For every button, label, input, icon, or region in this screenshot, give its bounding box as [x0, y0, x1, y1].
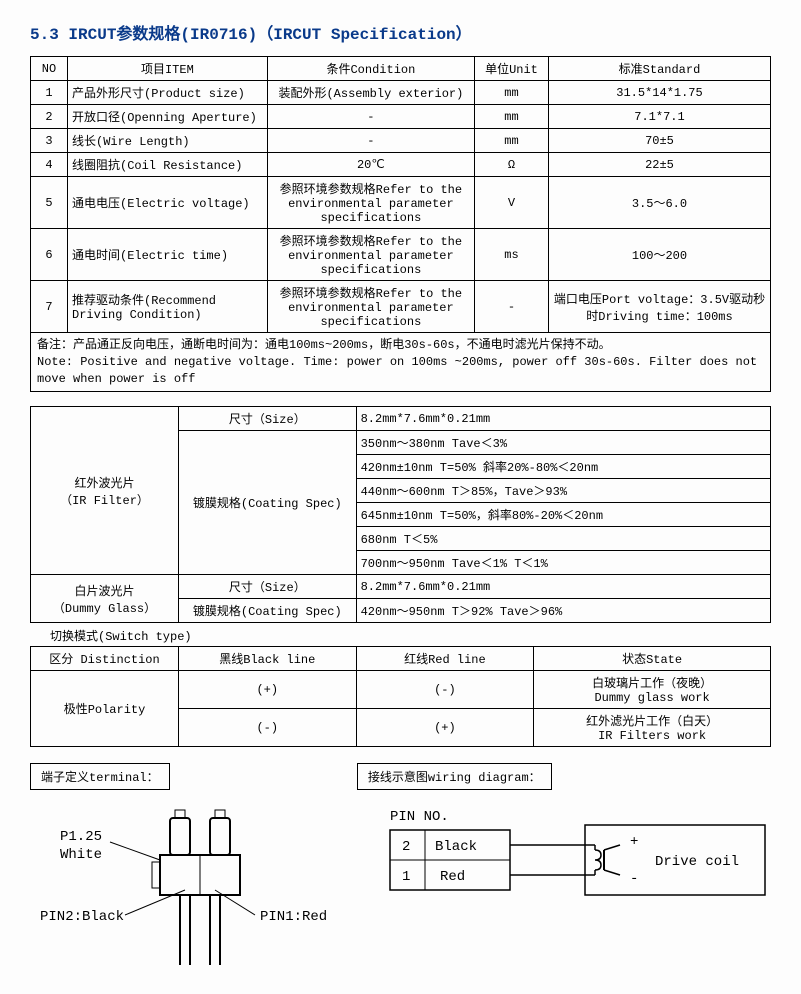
table-cell: 350nm～380nm Tave＜3% — [356, 431, 770, 455]
svg-text:1: 1 — [402, 869, 410, 885]
svg-text:2: 2 — [402, 839, 410, 855]
svg-text:Drive coil: Drive coil — [655, 854, 739, 870]
table-cell: 红外滤光片工作（白天）IR Filters work — [534, 709, 771, 747]
note-cell: 备注：产品通正反向电压，通断电时间为：通电100ms~200ms，断电30s-6… — [31, 333, 771, 392]
table-cell: 700nm～950nm Tave＜1% T＜1% — [356, 551, 770, 575]
table-cell: 100～200 — [548, 229, 770, 281]
table-cell: 红线Red line — [356, 647, 534, 671]
wiring-label: 接线示意图wiring diagram： — [357, 763, 552, 790]
table-cell: mm — [474, 105, 548, 129]
table-header: NO — [31, 57, 68, 81]
table-cell: 极性Polarity — [31, 671, 179, 747]
table-header: 项目ITEM — [68, 57, 268, 81]
table-cell: Ω — [474, 153, 548, 177]
table-cell: mm — [474, 129, 548, 153]
table-cell: 尺寸（Size） — [179, 407, 357, 431]
wiring-diagram: PIN NO. 2 Black 1 Red + — [380, 800, 780, 974]
svg-text:-: - — [630, 871, 638, 887]
table-cell: (-) — [179, 709, 357, 747]
table-cell: 440nm～600nm T＞85%，Tave＞93% — [356, 479, 770, 503]
table-cell: 8.2mm*7.6mm*0.21mm — [356, 407, 770, 431]
white-label: White — [60, 847, 102, 863]
table-cell: 开放口径(Openning Aperture) — [68, 105, 268, 129]
table-cell: 线圈阻抗(Coil Resistance) — [68, 153, 268, 177]
pin-no-label: PIN NO. — [390, 809, 449, 825]
table-cell: 黑线Black line — [179, 647, 357, 671]
table-cell: 3 — [31, 129, 68, 153]
table-cell: 白玻璃片工作（夜晚）Dummy glass work — [534, 671, 771, 709]
table-cell: 推荐驱动条件(Recommend Driving Condition) — [68, 281, 268, 333]
table-cell: - — [267, 105, 474, 129]
table-header: 条件Condition — [267, 57, 474, 81]
table-cell: 7.1*7.1 — [548, 105, 770, 129]
table-cell: 1 — [31, 81, 68, 105]
table-cell: 产品外形尺寸(Product size) — [68, 81, 268, 105]
table-cell: 镀膜规格(Coating Spec) — [179, 599, 357, 623]
terminal-diagram: P1.25 White PIN2:Black PIN1:Red — [30, 800, 340, 974]
table-cell: 22±5 — [548, 153, 770, 177]
table-cell: 3.5～6.0 — [548, 177, 770, 229]
table-cell: 645nm±10nm T=50%，斜率80%-20%＜20nm — [356, 503, 770, 527]
table-header: 单位Unit — [474, 57, 548, 81]
svg-text:Black: Black — [435, 839, 477, 855]
table-cell: 5 — [31, 177, 68, 229]
table-cell: 31.5*14*1.75 — [548, 81, 770, 105]
table-cell: 680nm T＜5% — [356, 527, 770, 551]
table-header: 标准Standard — [548, 57, 770, 81]
table-cell: 状态State — [534, 647, 771, 671]
table-cell: 参照环境参数规格Refer to the environmental param… — [267, 177, 474, 229]
table-cell: - — [267, 129, 474, 153]
table-cell: mm — [474, 81, 548, 105]
table-cell: (+) — [179, 671, 357, 709]
table-cell: 420nm～950nm T＞92% Tave＞96% — [356, 599, 770, 623]
table-cell: 装配外形(Assembly exterior) — [267, 81, 474, 105]
spec-table: NO项目ITEM条件Condition单位Unit标准Standard 1产品外形… — [30, 56, 771, 392]
table-cell: (-) — [356, 671, 534, 709]
table-cell: 8.2mm*7.6mm*0.21mm — [356, 575, 770, 599]
table-cell: 区分 Distinction — [31, 647, 179, 671]
table-cell: 线长(Wire Length) — [68, 129, 268, 153]
filter-table: 红外波光片（IR Filter）尺寸（Size）8.2mm*7.6mm*0.21… — [30, 406, 771, 623]
table-cell: 参照环境参数规格Refer to the environmental param… — [267, 229, 474, 281]
table-cell: 参照环境参数规格Refer to the environmental param… — [267, 281, 474, 333]
switch-type-label: 切换模式(Switch type) — [50, 627, 771, 644]
table-cell: 20℃ — [267, 153, 474, 177]
table-cell: 通电电压(Electric voltage) — [68, 177, 268, 229]
svg-text:Red: Red — [440, 869, 465, 885]
table-cell: 红外波光片（IR Filter） — [31, 407, 179, 575]
table-cell: 尺寸（Size） — [179, 575, 357, 599]
table-cell: 420nm±10nm T=50% 斜率20%-80%＜20nm — [356, 455, 770, 479]
table-cell: 7 — [31, 281, 68, 333]
table-cell: 通电时间(Electric time) — [68, 229, 268, 281]
table-cell: 6 — [31, 229, 68, 281]
table-cell: ms — [474, 229, 548, 281]
table-cell: 2 — [31, 105, 68, 129]
section-heading: 5.3 IRCUT参数规格(IR0716)（IRCUT Specificatio… — [30, 20, 771, 44]
table-cell: 70±5 — [548, 129, 770, 153]
terminal-label: 端子定义terminal： — [30, 763, 170, 790]
p125-label: P1.25 — [60, 829, 102, 845]
table-cell: 4 — [31, 153, 68, 177]
table-cell: 端口电压Port voltage：3.5V驱动秒时Driving time：10… — [548, 281, 770, 333]
table-cell: (+) — [356, 709, 534, 747]
table-cell: V — [474, 177, 548, 229]
table-cell: - — [474, 281, 548, 333]
switch-table: 区分 Distinction黑线Black line红线Red line状态St… — [30, 646, 771, 747]
table-cell: 白片波光片（Dummy Glass） — [31, 575, 179, 623]
svg-text:+: + — [630, 834, 638, 850]
table-cell: 镀膜规格(Coating Spec) — [179, 431, 357, 575]
